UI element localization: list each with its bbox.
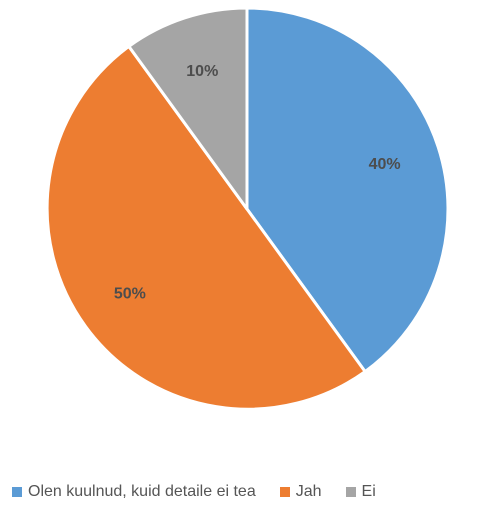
pie-data-label-1: 50%	[114, 286, 146, 303]
pie-slice-2	[127, 6, 249, 211]
chart-legend: Olen kuulnud, kuid detaile ei tea Jah Ei	[12, 483, 376, 501]
legend-swatch-0	[12, 487, 22, 497]
legend-item-2: Ei	[345, 483, 376, 501]
legend-label-2: Ei	[361, 483, 376, 500]
legend-label-0: Olen kuulnud, kuid detaile ei tea	[28, 483, 256, 500]
legend-item-1: Jah	[279, 483, 322, 501]
legend-label-1: Jah	[295, 483, 322, 500]
legend-swatch-2	[345, 487, 356, 497]
legend-item-0: Olen kuulnud, kuid detaile ei tea	[12, 483, 256, 501]
pie-data-label-2: 10%	[186, 63, 218, 80]
pie-slice-0	[245, 6, 450, 374]
legend-swatch-1	[279, 487, 290, 497]
pie-slices	[45, 6, 450, 411]
pie-slice-1	[45, 44, 367, 411]
pie-data-label-0: 40%	[369, 156, 401, 173]
pie-data-labels: 40% 50% 10%	[114, 63, 401, 303]
